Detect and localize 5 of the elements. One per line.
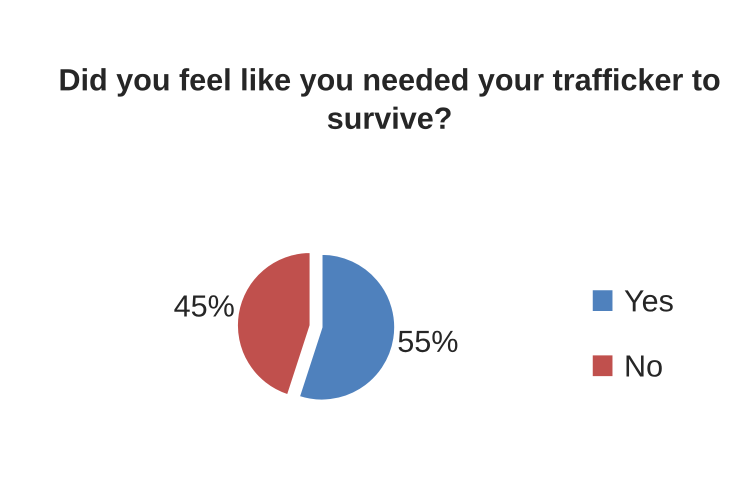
legend-label: No	[626, 355, 662, 377]
data-label: 45%	[174, 295, 234, 317]
data-label: 55%	[398, 330, 458, 352]
legend-label: Yes	[624, 290, 673, 312]
chart-title: Did you feel like you needed your trafficker to survive?	[60, 68, 720, 130]
